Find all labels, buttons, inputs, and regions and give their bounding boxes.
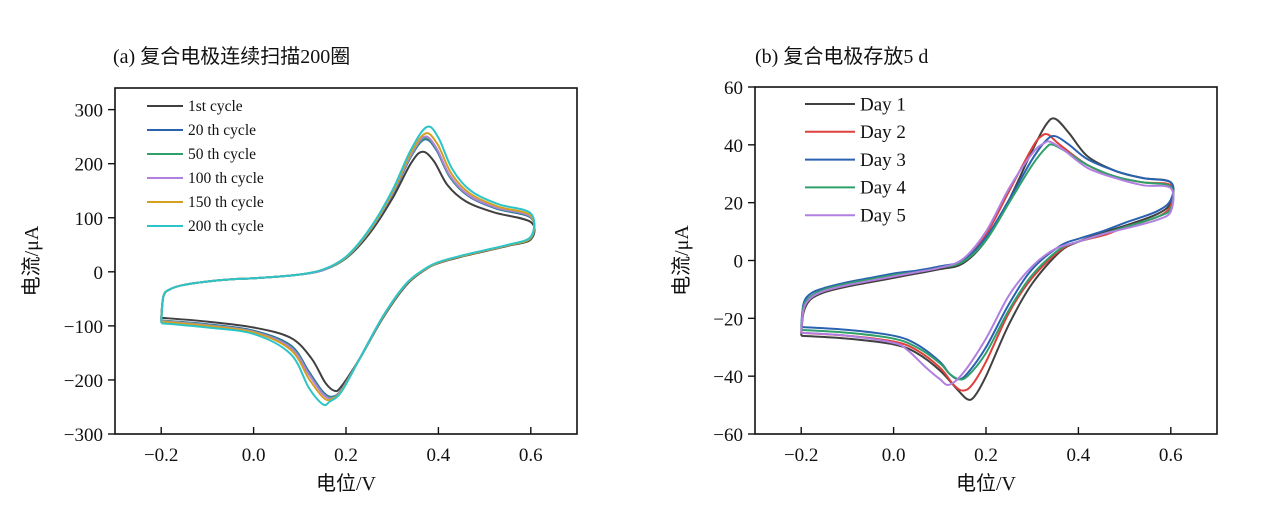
legend-item: Day 2 <box>805 122 906 143</box>
series-line-day-5 <box>800 140 1175 386</box>
legend-label: 100 th cycle <box>188 170 264 187</box>
legend-item: Day 5 <box>805 205 906 226</box>
x-tick-label: 0.2 <box>974 445 998 466</box>
series-group <box>160 125 536 407</box>
legend-item: 20 th cycle <box>147 122 256 139</box>
y-tick-label: 0 <box>94 263 104 284</box>
legend-label: 150 th cycle <box>188 194 264 211</box>
chart-a: (a) 复合电极连续扫描200圈 −0.2 0.0 0.2 0.4 0.6 300 200 10… <box>20 45 578 495</box>
x-axis-title: 电位/V <box>956 472 1017 495</box>
legend-label: Day 3 <box>860 150 906 171</box>
legend: 1st cycle 20 th cycle 50 th cycle 100 th cy… <box>147 98 264 235</box>
x-tick-label: 0.0 <box>242 445 266 466</box>
legend-item: 100 th cycle <box>147 170 264 187</box>
series-line-200-th-cycle <box>160 125 536 407</box>
x-tick-label: 0.2 <box>334 445 358 466</box>
y-tick-label: −300 <box>64 425 103 446</box>
legend-item: 50 th cycle <box>147 146 256 163</box>
legend-item: 150 th cycle <box>147 194 264 211</box>
y-tick-label: −60 <box>713 425 743 446</box>
plot-frame <box>754 86 1218 435</box>
legend-label: Day 4 <box>860 178 906 199</box>
legend-label: Day 2 <box>860 122 906 143</box>
chart-title: (b) 复合电极存放5 d <box>755 45 928 68</box>
y-tick-label: 300 <box>75 101 104 122</box>
series-line-day-3 <box>800 134 1175 381</box>
y-tick-label: 100 <box>75 209 104 230</box>
legend-label: Day 5 <box>860 205 906 226</box>
y-tick-label: 40 <box>724 136 743 157</box>
series-group <box>800 117 1175 401</box>
x-tick-label: −0.2 <box>144 445 178 466</box>
x-axis-title: 电位/V <box>316 472 377 495</box>
y-tick-label: −100 <box>64 317 103 338</box>
y-tick-label: −20 <box>713 309 743 330</box>
legend-label: 200 th cycle <box>188 218 264 235</box>
y-tick-label: −200 <box>64 371 103 392</box>
y-tick-label: −40 <box>713 367 743 388</box>
legend-item: Day 1 <box>805 94 906 115</box>
y-tick-label: 20 <box>724 194 743 215</box>
y-axis-title: 电流/μA <box>670 225 693 296</box>
x-tick-label: 0.4 <box>427 445 451 466</box>
x-tick-label: 0.6 <box>1159 445 1183 466</box>
legend-label: Day 1 <box>860 94 906 115</box>
y-axis-title: 电流/μA <box>20 225 43 296</box>
series-line-1st-cycle <box>160 150 536 393</box>
legend-item: 1st cycle <box>147 98 243 115</box>
y-tick-label: 200 <box>75 155 104 176</box>
x-tick-label: 0.6 <box>519 445 543 466</box>
legend: Day 1 Day 2 Day 3 Day 4 Day 5 <box>805 94 906 226</box>
legend-item: Day 3 <box>805 150 906 171</box>
legend-label: 20 th cycle <box>188 122 256 139</box>
x-tick-label: 0.4 <box>1067 445 1091 466</box>
chart-b: (b) 复合电极存放5 d −0.2 0.0 0.2 0.4 0.6 60 40 20 0 −20 −… <box>670 45 1218 495</box>
x-tick-label: 0.0 <box>882 445 906 466</box>
chart-title: (a) 复合电极连续扫描200圈 <box>113 45 350 68</box>
y-tick-label: 60 <box>724 78 743 99</box>
legend-item: 200 th cycle <box>147 218 264 235</box>
x-tick-label: −0.2 <box>784 445 818 466</box>
legend-label: 50 th cycle <box>188 146 256 163</box>
legend-label: 1st cycle <box>188 98 243 115</box>
y-tick-label: 0 <box>734 252 744 273</box>
legend-item: Day 4 <box>805 178 906 199</box>
